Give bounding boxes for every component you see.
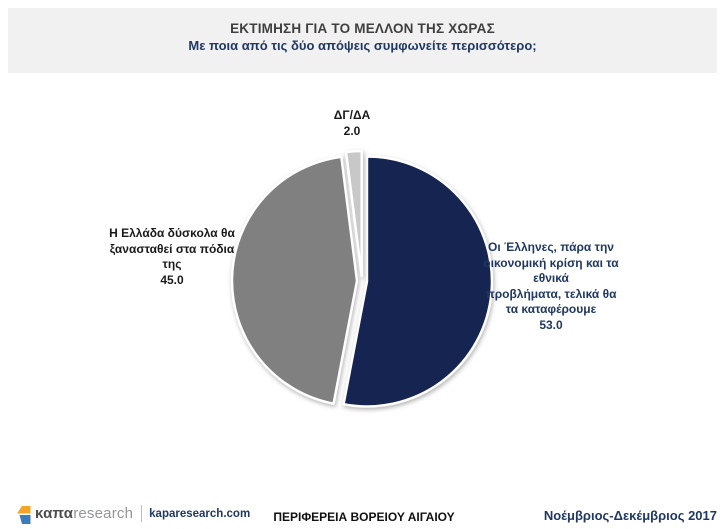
chart-title: ΕΚΤΙΜΗΣΗ ΓΙΑ ΤΟ ΜΕΛΛΟΝ ΤΗΣ ΧΩΡΑΣ [230,21,495,36]
pie-label-dgda-text: ΔΓ/ΔΑ [333,108,371,122]
logo-divider [141,505,143,522]
kapa-flag-icon [17,506,31,524]
chart-question: Με ποια από τις δύο απόψεις συμφωνείτε π… [188,38,537,53]
pie-label-optimistic-line: εθνικά [533,271,569,285]
pie-label-optimistic: Οι Έλληνες, πάρα την οικονομική κρίση κα… [466,240,636,333]
pie-label-optimistic-line: Οι Έλληνες, πάρα την [488,240,614,254]
brand-wordmark: καπαresearch [35,505,133,522]
pie-label-optimistic-line: προβλήματα, τελικά θα [485,286,617,301]
survey-period: Νοέμβριος-Δεκέμβριος 2017 [543,508,717,523]
pie-slice-0 [342,155,494,408]
region-label: ΠΕΡΙΦΕΡΕΙΑ ΒΟΡΕΙΟΥ ΑΙΓΑΙΟΥ [273,510,455,524]
pie-label-pessimistic: Η Ελλάδα δύσκολα θα ξανασταθεί στα πόδια… [77,226,267,288]
kapa-research-logo: καπαresearch kaparesearch.com [16,503,250,524]
brand-kapa: καπα [35,505,74,522]
website-link[interactable]: kaparesearch.com [149,507,251,520]
pie-label-pessimistic-value: 45.0 [160,272,184,287]
pie-label-dgda-value: 2.0 [343,123,361,138]
pie-label-optimistic-value: 53.0 [539,317,563,332]
pie-label-optimistic-line: τα καταφέρουμε [505,302,597,316]
brand-research: research [73,505,134,522]
pie-label-pessimistic-line: της [162,257,182,271]
pie-slice-1 [230,155,359,405]
chart-header: ΕΚΤΙΜΗΣΗ ΓΙΑ ΤΟ ΜΕΛΛΟΝ ΤΗΣ ΧΩΡΑΣ Με ποια… [8,8,717,73]
pie-label-optimistic-line: οικονομική κρίση και τα [483,255,619,270]
pie-label-dgda: ΔΓ/ΔΑ 2.0 [292,108,412,139]
pie-label-pessimistic-line: ξανασταθεί στα πόδια [109,241,235,256]
pie-label-pessimistic-line: Η Ελλάδα δύσκολα θα [109,226,235,240]
pie-slice-2 [344,149,363,278]
report-footer: καπαresearch kaparesearch.com ΠΕΡΙΦΕΡΕΙΑ… [0,500,728,529]
